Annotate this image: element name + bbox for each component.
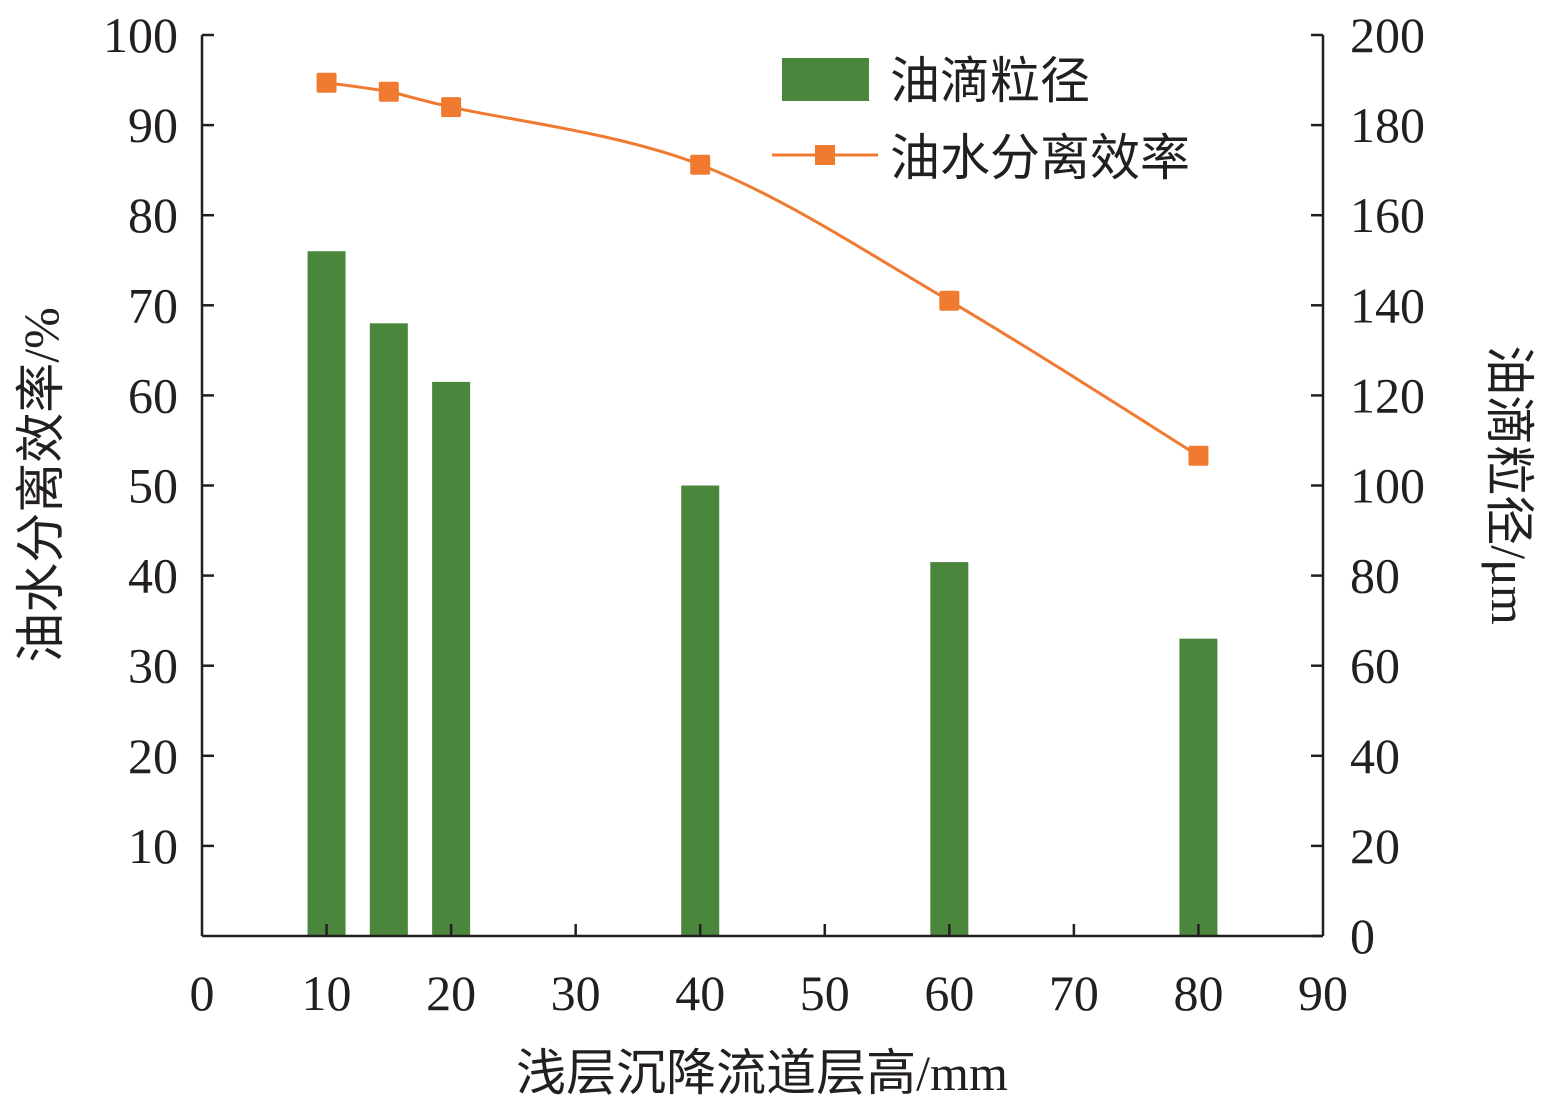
- legend-line-marker: [815, 145, 835, 165]
- y-right-tick-label: 200: [1350, 7, 1425, 63]
- bar: [432, 381, 471, 936]
- y-right-tick-label: 60: [1350, 638, 1400, 694]
- x-tick-label: 40: [675, 965, 725, 1021]
- y-axis-right-label: 油滴粒径/μm: [1481, 345, 1537, 625]
- y-right-tick-label: 40: [1350, 728, 1400, 784]
- bar: [930, 562, 969, 936]
- y-left-tick-label: 100: [103, 7, 178, 63]
- y-left-tick-label: 60: [128, 367, 178, 423]
- y-right-tick-label: 80: [1350, 548, 1400, 604]
- y-left-tick-label: 40: [128, 548, 178, 604]
- x-tick-label: 90: [1298, 965, 1348, 1021]
- x-axis-label: 浅层沉降流道层高/mm: [516, 1045, 1008, 1101]
- legend: 油滴粒径 油水分离效率: [772, 53, 1190, 186]
- x-tick-label: 80: [1173, 965, 1223, 1021]
- y-left-tick-label: 80: [128, 187, 178, 243]
- line-marker: [316, 72, 337, 93]
- y-left-tick-label: 50: [128, 458, 178, 514]
- legend-line-label: 油水分离效率: [890, 130, 1190, 186]
- y-right-tick-label: 0: [1350, 908, 1375, 964]
- x-tick-label: 20: [426, 965, 476, 1021]
- bar: [307, 251, 346, 937]
- y-right-tick-label: 20: [1350, 818, 1400, 874]
- y-left-tick-label: 20: [128, 728, 178, 784]
- bars-series: [307, 251, 1218, 937]
- x-tick-label: 50: [800, 965, 850, 1021]
- bar: [1179, 638, 1218, 936]
- y-axis-left-label: 油水分离效率/%: [13, 307, 69, 663]
- line-series: [316, 72, 1209, 466]
- line-marker: [378, 81, 399, 102]
- y-left-tick-label: 30: [128, 638, 178, 694]
- line-marker: [1188, 445, 1209, 466]
- x-tick-label: 0: [190, 965, 215, 1021]
- axes: [200, 33, 1325, 938]
- line-marker: [939, 290, 960, 311]
- x-tick-label: 60: [924, 965, 974, 1021]
- legend-bar-label: 油滴粒径: [890, 53, 1090, 109]
- line-marker: [690, 154, 711, 175]
- y-left-tick-label: 70: [128, 277, 178, 333]
- legend-bar-swatch: [782, 58, 869, 101]
- y-right-tick-label: 120: [1350, 367, 1425, 423]
- y-left-tick-label: 10: [128, 818, 178, 874]
- y-right-tick-label: 140: [1350, 277, 1425, 333]
- y-right-tick-label: 160: [1350, 187, 1425, 243]
- x-tick-label: 30: [551, 965, 601, 1021]
- tick-labels: 0 10 20 30 40 50 60 70 80 90 10 20 30 40 50 60 70 80 90 100…: [103, 7, 1425, 1021]
- y-right-tick-label: 180: [1350, 97, 1425, 153]
- bar: [681, 485, 720, 936]
- bar: [369, 323, 408, 936]
- y-right-tick-label: 100: [1350, 458, 1425, 514]
- line-marker: [441, 97, 462, 118]
- x-tick-label: 10: [302, 965, 352, 1021]
- x-tick-label: 70: [1049, 965, 1099, 1021]
- y-left-tick-label: 90: [128, 97, 178, 153]
